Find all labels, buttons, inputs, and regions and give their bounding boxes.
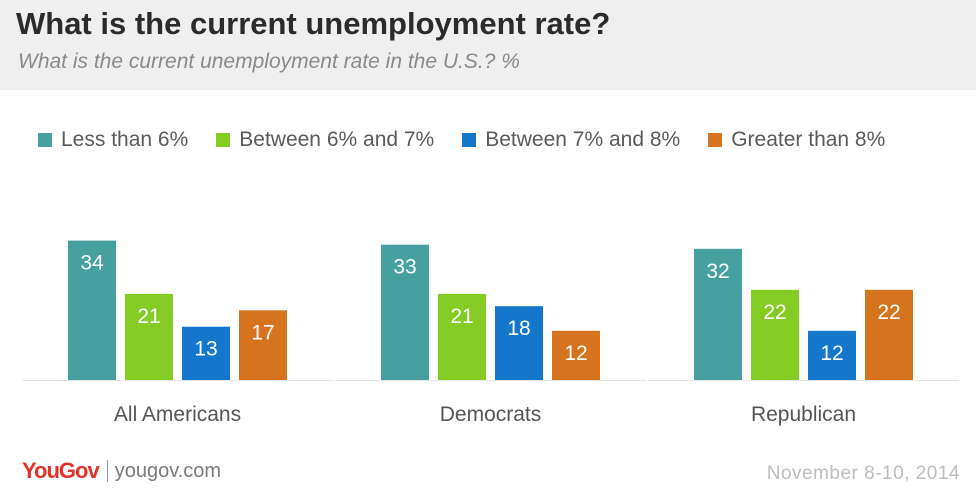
- yougov-logo-mark: YouGov: [22, 458, 99, 484]
- data-label: 34: [80, 252, 104, 275]
- data-label: 22: [763, 301, 786, 324]
- logo-divider: [107, 460, 108, 482]
- survey-date: November 8-10, 2014: [767, 463, 960, 485]
- data-label: 33: [393, 256, 416, 279]
- bar-chart: All Americans Democrats Republican 34 33 32 21…: [0, 0, 976, 460]
- data-label: 32: [706, 260, 729, 283]
- category-label: Democrats: [440, 403, 542, 426]
- data-label: 12: [564, 342, 587, 365]
- data-label: 21: [450, 305, 473, 328]
- data-label: 13: [194, 338, 217, 361]
- category-label: All Americans: [114, 403, 241, 426]
- category-label: Republican: [751, 403, 856, 426]
- data-label: 21: [137, 305, 160, 328]
- data-label: 12: [820, 342, 843, 365]
- data-label: 17: [251, 321, 274, 344]
- yougov-logo: YouGov yougov.com: [22, 458, 221, 484]
- data-label: 22: [877, 301, 900, 324]
- yougov-url: yougov.com: [115, 460, 221, 483]
- data-label: 18: [507, 317, 530, 340]
